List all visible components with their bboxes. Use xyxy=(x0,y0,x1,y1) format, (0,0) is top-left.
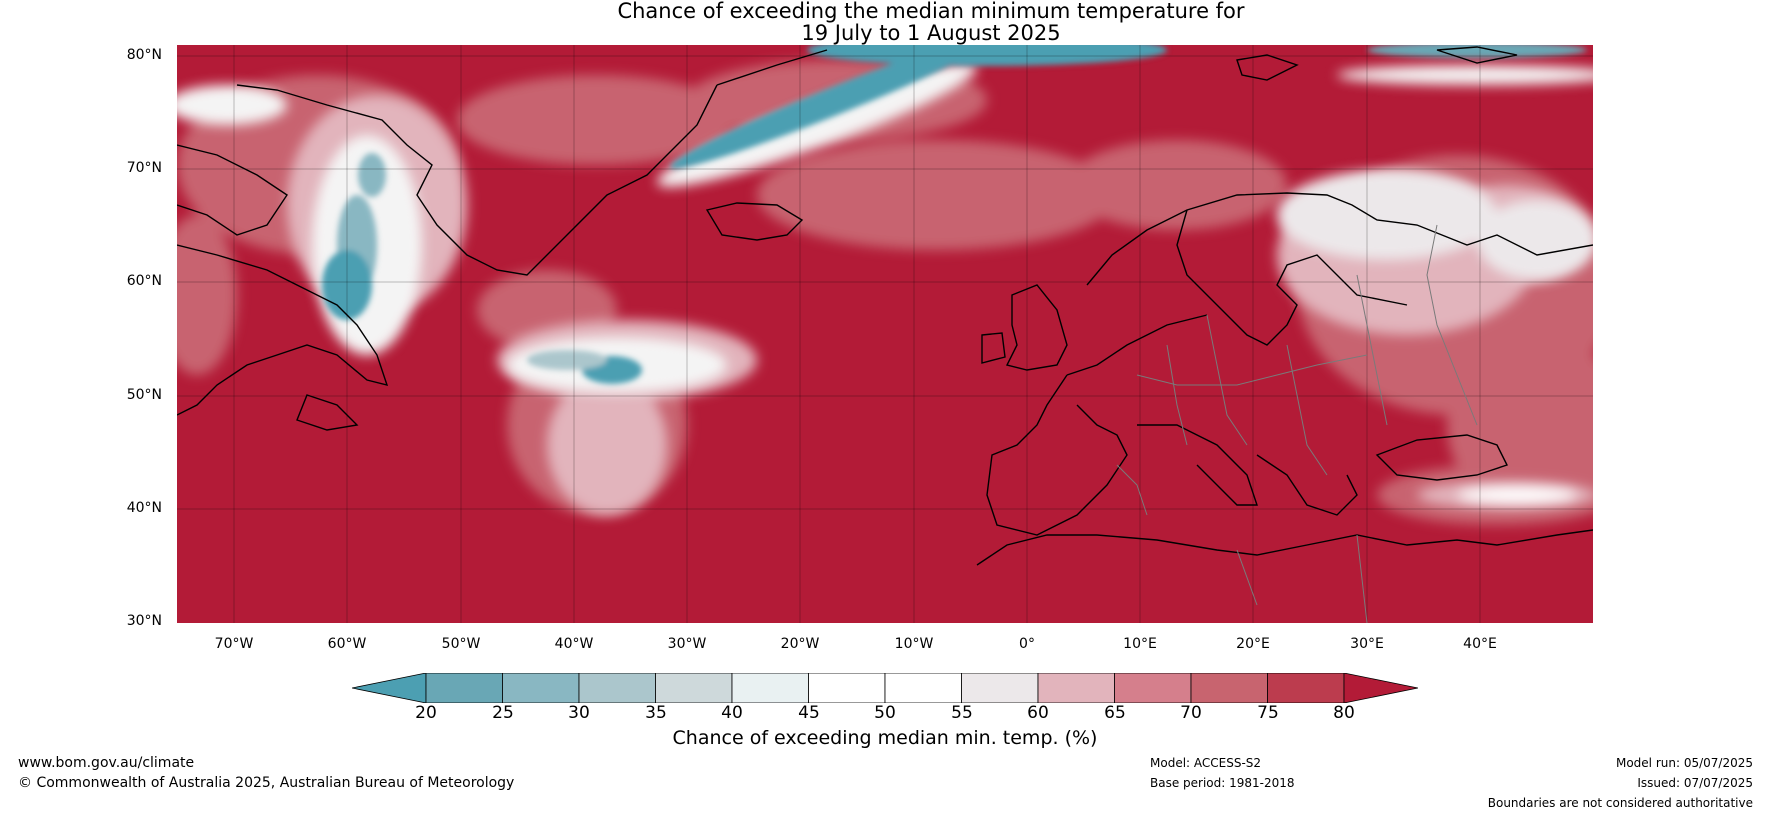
issued-date: Issued: 07/07/2025 xyxy=(1637,776,1753,790)
colorbar-segment-10 xyxy=(1114,673,1192,703)
colorbar-tick-65: 65 xyxy=(1104,703,1126,723)
forecast-map xyxy=(177,45,1593,623)
lon-label-40w: 40°W xyxy=(554,636,594,652)
colorbar-tick-80: 80 xyxy=(1333,703,1355,723)
probability-field-low xyxy=(322,45,1587,384)
colorbar-tick-50: 50 xyxy=(874,703,896,723)
map-canvas xyxy=(177,45,1593,623)
colorbar-segment-8 xyxy=(961,673,1039,703)
colorbar-tick-40: 40 xyxy=(721,703,743,723)
colorbar-segment-4 xyxy=(655,673,733,703)
lon-label-0: 0° xyxy=(1019,636,1035,652)
lon-label-30w: 30°W xyxy=(667,636,707,652)
colorbar xyxy=(352,673,1418,703)
colorbar-segment-9 xyxy=(1037,673,1115,703)
colorbar-tick-25: 25 xyxy=(492,703,514,723)
colorbar-tick-30: 30 xyxy=(568,703,590,723)
lon-label-60w: 60°W xyxy=(327,636,367,652)
colorbar-tick-70: 70 xyxy=(1180,703,1202,723)
lon-label-70w: 70°W xyxy=(214,636,254,652)
colorbar-tick-60: 60 xyxy=(1027,703,1049,723)
colorbar-segment-7 xyxy=(884,673,962,703)
colorbar-segment-2 xyxy=(502,673,580,703)
colorbar-segment-1 xyxy=(425,673,503,703)
colorbar-segment-3 xyxy=(578,673,656,703)
colorbar-segment-5 xyxy=(731,673,809,703)
map-title-line-2: 19 July to 1 August 2025 xyxy=(801,21,1061,45)
base-period: Base period: 1981-2018 xyxy=(1150,776,1295,790)
lat-label-50n: 50°N xyxy=(126,387,162,403)
lat-label-60n: 60°N xyxy=(126,273,162,289)
colorbar-label: Chance of exceeding median min. temp. (%… xyxy=(672,727,1098,749)
model-name: Model: ACCESS-S2 xyxy=(1150,756,1262,770)
colorbar-segment-6 xyxy=(808,673,886,703)
map-title-line-1: Chance of exceeding the median minimum t… xyxy=(617,0,1245,23)
graticule xyxy=(177,45,1593,623)
lat-label-40n: 40°N xyxy=(126,500,162,516)
lon-label-20e: 20°E xyxy=(1236,636,1270,652)
colorbar-extend-low xyxy=(352,673,427,703)
colorbar-tick-55: 55 xyxy=(951,703,973,723)
lat-label-70n: 70°N xyxy=(126,160,162,176)
colorbar-extend-high xyxy=(1343,673,1418,703)
colorbar-tick-35: 35 xyxy=(645,703,667,723)
country-borders xyxy=(1116,224,1478,623)
lon-label-10e: 10°E xyxy=(1123,636,1157,652)
colorbar-graphic xyxy=(352,673,1418,703)
lon-label-40e: 40°E xyxy=(1463,636,1497,652)
website-link[interactable]: www.bom.gov.au/climate xyxy=(18,755,195,771)
lon-label-20w: 20°W xyxy=(780,636,820,652)
colorbar-tick-75: 75 xyxy=(1257,703,1279,723)
lat-label-30n: 30°N xyxy=(126,613,162,629)
coastlines xyxy=(177,46,1593,566)
lat-label-80n: 80°N xyxy=(126,47,162,63)
copyright-text: © Commonwealth of Australia 2025, Austra… xyxy=(18,775,515,791)
model-run-date: Model run: 05/07/2025 xyxy=(1615,756,1753,770)
colorbar-tick-45: 45 xyxy=(798,703,820,723)
lon-label-50w: 50°W xyxy=(441,636,481,652)
boundaries-disclaimer: Boundaries are not considered authoritat… xyxy=(1487,796,1753,810)
colorbar-tick-20: 20 xyxy=(415,703,437,723)
colorbar-segment-12 xyxy=(1267,673,1345,703)
lon-label-30e: 30°E xyxy=(1350,636,1384,652)
lon-label-10w: 10°W xyxy=(894,636,934,652)
colorbar-segment-11 xyxy=(1190,673,1268,703)
